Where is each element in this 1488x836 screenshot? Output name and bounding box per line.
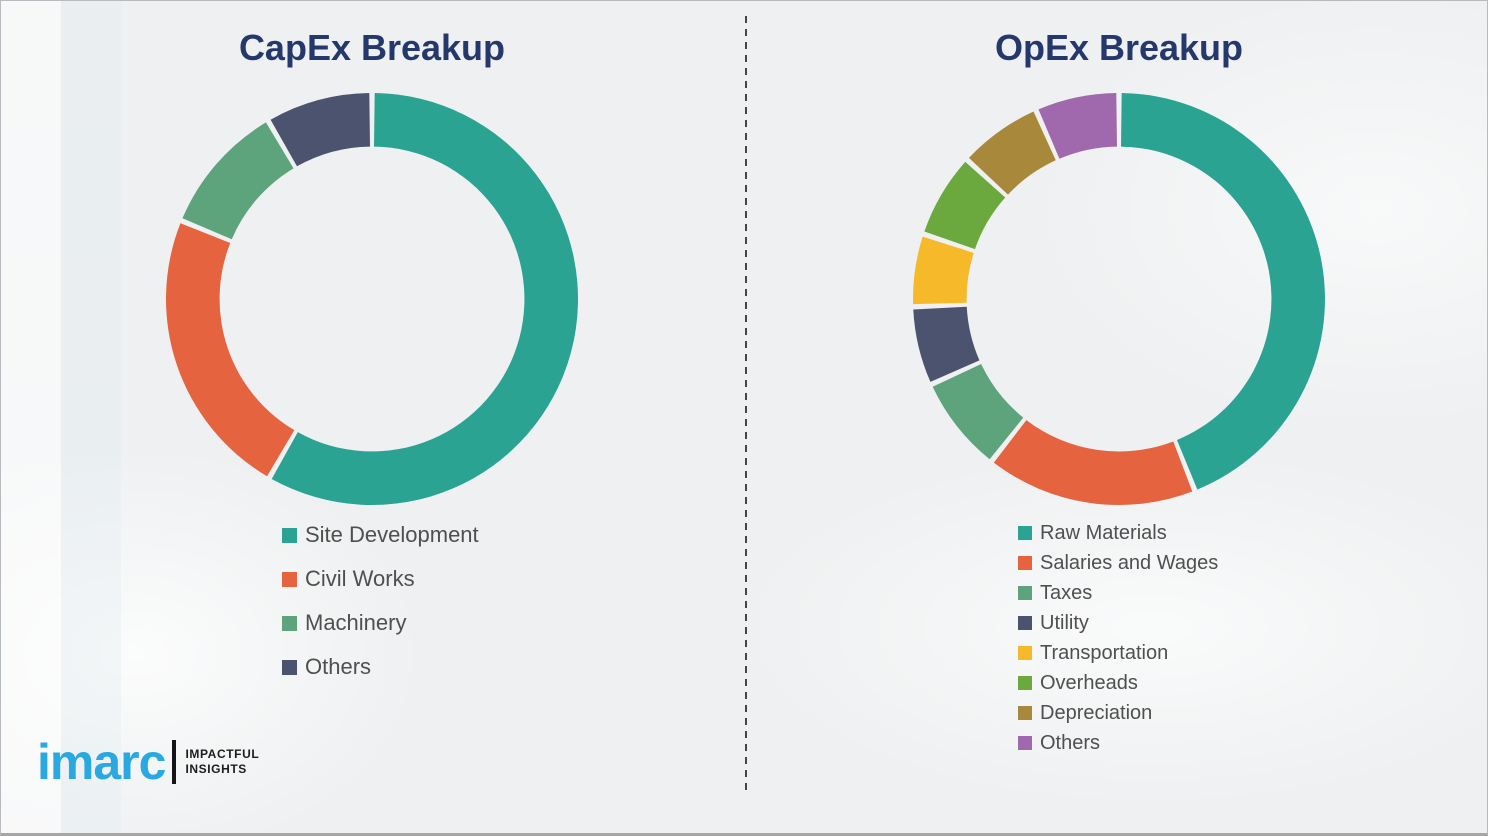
legend-label: Machinery	[305, 610, 407, 635]
legend-item: Others	[282, 645, 479, 689]
legend-marker-utility	[1018, 616, 1032, 630]
legend-marker-transportation	[1018, 646, 1032, 660]
capex-donut-chart	[166, 93, 579, 506]
logo-tagline: IMPACTFUL INSIGHTS	[185, 747, 259, 777]
opex-chart-title: OpEx Breakup	[994, 27, 1244, 68]
donut-segment-others	[270, 93, 370, 167]
legend-label: Overheads	[1040, 671, 1138, 694]
legend-label: Others	[1040, 731, 1101, 754]
legend-label: Depreciation	[1040, 701, 1153, 724]
legend-marker-overheads	[1018, 676, 1032, 690]
legend-label: Transportation	[1040, 641, 1169, 664]
legend-label: Others	[305, 654, 372, 679]
legend-item: Raw Materials	[1018, 518, 1218, 548]
logo-tagline-line1: IMPACTFUL	[185, 747, 260, 761]
legend-label: Raw Materials	[1040, 521, 1167, 544]
legend-item: Depreciation	[1018, 698, 1218, 728]
legend-item: Salaries and Wages	[1018, 548, 1218, 578]
legend-marker-others	[282, 659, 297, 675]
legend-marker-raw-materials	[1018, 526, 1032, 540]
legend-item: Utility	[1018, 608, 1218, 638]
imarc-logo: imarc IMPACTFUL INSIGHTS	[37, 737, 259, 787]
imarc-wordmark: imarc	[37, 734, 166, 790]
capex-chart-title: CapEx Breakup	[238, 27, 506, 68]
donut-segment-machinery	[182, 122, 294, 240]
legend-item: Others	[1018, 728, 1218, 758]
donut-segment-depreciation	[968, 111, 1056, 195]
legend-label: Taxes	[1040, 581, 1093, 604]
donut-segment-transportation	[912, 236, 974, 305]
legend-marker-machinery	[282, 615, 297, 631]
vertical-dashed-divider	[745, 16, 747, 792]
donut-segment-civil-works	[166, 223, 295, 477]
legend-item: Taxes	[1018, 578, 1218, 608]
logo-tagline-line2: INSIGHTS	[185, 762, 247, 776]
donut-segment-others	[1038, 93, 1117, 159]
legend-item: Site Development	[282, 513, 479, 557]
legend-item: Overheads	[1018, 668, 1218, 698]
legend-marker-others	[1018, 736, 1032, 750]
legend-marker-site-development	[282, 527, 297, 543]
donut-segment-utility	[913, 306, 980, 382]
legend-label: Salaries and Wages	[1040, 551, 1219, 574]
legend-marker-civil-works	[282, 571, 297, 587]
capex-legend: Site Development Civil Works Machinery O…	[282, 513, 479, 689]
legend-label: Utility	[1040, 611, 1089, 634]
opex-donut-chart	[912, 93, 1325, 506]
opex-legend: Raw Materials Salaries and Wages Taxes U…	[1018, 518, 1218, 758]
legend-item: Civil Works	[282, 557, 479, 601]
legend-label: Civil Works	[305, 566, 415, 591]
donut-segment-taxes	[932, 363, 1024, 460]
legend-label: Site Development	[305, 522, 479, 547]
donut-segment-raw-materials	[1121, 93, 1325, 490]
legend-item: Machinery	[282, 601, 479, 645]
donut-segment-site-development	[271, 93, 579, 506]
legend-marker-depreciation	[1018, 706, 1032, 720]
logo-divider-bar	[172, 740, 177, 784]
donut-segment-salaries-and-wages	[993, 420, 1193, 506]
legend-marker-taxes	[1018, 586, 1032, 600]
legend-marker-salaries-and-wages	[1018, 556, 1032, 570]
donut-segment-overheads	[924, 161, 1006, 250]
legend-item: Transportation	[1018, 638, 1218, 668]
